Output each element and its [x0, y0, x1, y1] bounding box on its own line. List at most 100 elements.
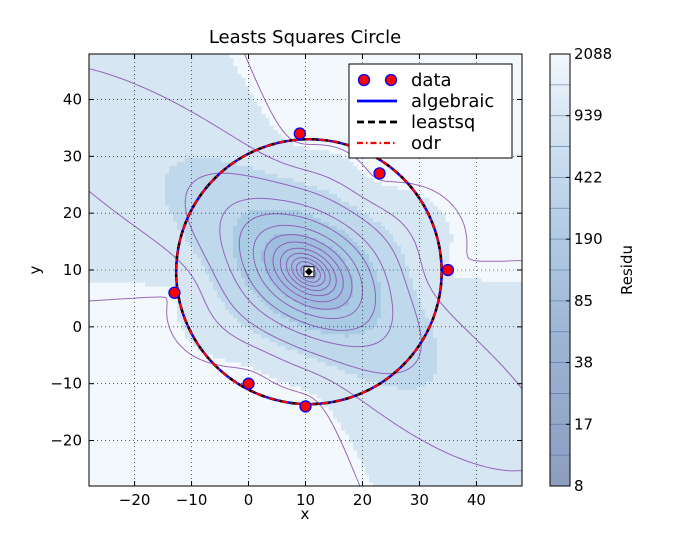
- contour-cell: [221, 150, 226, 155]
- contour-cell: [257, 122, 262, 127]
- contour-cell: [157, 238, 162, 243]
- contour-cell: [93, 178, 98, 183]
- contour-cell: [221, 306, 226, 311]
- contour-cell: [181, 78, 186, 83]
- contour-cell: [157, 102, 162, 107]
- contour-cell: [309, 202, 314, 207]
- contour-cell: [265, 162, 270, 167]
- contour-cell: [129, 226, 134, 231]
- contour-cell: [261, 182, 266, 187]
- contour-cell: [129, 166, 134, 171]
- contour-cell: [121, 270, 126, 275]
- contour-cell: [153, 214, 158, 219]
- contour-cell: [229, 114, 234, 119]
- contour-cell: [337, 158, 342, 163]
- contour-cell: [209, 278, 214, 283]
- contour-cell: [397, 278, 402, 283]
- contour-cell: [245, 106, 250, 111]
- contour-cell: [109, 210, 114, 215]
- contour-cell: [289, 226, 294, 231]
- contour-cell: [425, 226, 430, 231]
- contour-cell: [189, 126, 194, 131]
- contour-cell: [429, 238, 434, 243]
- contour-cell: [133, 234, 138, 239]
- contour-cell: [165, 126, 170, 131]
- contour-cell: [109, 110, 114, 115]
- contour-cell: [257, 154, 262, 159]
- contour-cell: [329, 282, 334, 287]
- contour-cell: [273, 154, 278, 159]
- contour-cell: [133, 258, 138, 263]
- contour-cell: [289, 178, 294, 183]
- contour-cell: [385, 206, 390, 211]
- contour-cell: [505, 314, 510, 319]
- contour-cell: [233, 166, 238, 171]
- contour-cell: [297, 322, 302, 327]
- contour-cell: [169, 178, 174, 183]
- contour-cell: [313, 298, 318, 303]
- contour-cell: [245, 334, 250, 339]
- contour-cell: [357, 314, 362, 319]
- contour-cell: [249, 202, 254, 207]
- contour-cell: [93, 262, 98, 267]
- contour-cell: [209, 338, 214, 343]
- contour-cell: [513, 286, 518, 291]
- contour-cell: [233, 134, 238, 139]
- contour-cell: [393, 286, 398, 291]
- contour-cell: [117, 62, 122, 67]
- contour-cell: [229, 210, 234, 215]
- contour-cell: [229, 186, 234, 191]
- contour-cell: [205, 234, 210, 239]
- contour-cell: [293, 262, 298, 267]
- contour-cell: [313, 186, 318, 191]
- contour-cell: [89, 74, 94, 79]
- contour-cell: [233, 122, 238, 127]
- contour-cell: [437, 258, 442, 263]
- contour-cell: [201, 298, 206, 303]
- contour-cell: [113, 222, 118, 227]
- contour-cell: [169, 270, 174, 275]
- contour-cell: [205, 326, 210, 331]
- contour-cell: [97, 134, 102, 139]
- contour-cell: [177, 86, 182, 91]
- contour-cell: [209, 58, 214, 63]
- contour-cell: [237, 98, 242, 103]
- contour-cell: [113, 254, 118, 259]
- contour-cell: [101, 130, 106, 135]
- contour-cell: [105, 166, 110, 171]
- contour-cell: [397, 242, 402, 247]
- contour-cell: [145, 238, 150, 243]
- contour-cell: [345, 230, 350, 235]
- contour-cell: [449, 286, 454, 291]
- contour-cell: [173, 90, 178, 95]
- contour-cell: [137, 198, 142, 203]
- contour-cell: [309, 286, 314, 291]
- contour-cell: [89, 90, 94, 95]
- contour-cell: [297, 222, 302, 227]
- contour-cell: [241, 194, 246, 199]
- contour-cell: [417, 282, 422, 287]
- contour-cell: [117, 58, 122, 63]
- contour-cell: [221, 94, 226, 99]
- contour-cell: [185, 90, 190, 95]
- contour-cell: [281, 306, 286, 311]
- contour-cell: [245, 286, 250, 291]
- contour-cell: [265, 126, 270, 131]
- contour-cell: [149, 158, 154, 163]
- contour-cell: [153, 158, 158, 163]
- contour-cell: [217, 150, 222, 155]
- contour-cell: [117, 262, 122, 267]
- contour-cell: [281, 266, 286, 271]
- contour-cell: [105, 62, 110, 67]
- contour-cell: [105, 234, 110, 239]
- contour-cell: [293, 302, 298, 307]
- contour-cell: [401, 302, 406, 307]
- contour-cell: [213, 242, 218, 247]
- contour-cell: [125, 266, 130, 271]
- contour-cell: [161, 270, 166, 275]
- contour-cell: [381, 210, 386, 215]
- contour-cell: [437, 330, 442, 335]
- contour-cell: [197, 274, 202, 279]
- contour-cell: [517, 298, 522, 303]
- contour-cell: [413, 274, 418, 279]
